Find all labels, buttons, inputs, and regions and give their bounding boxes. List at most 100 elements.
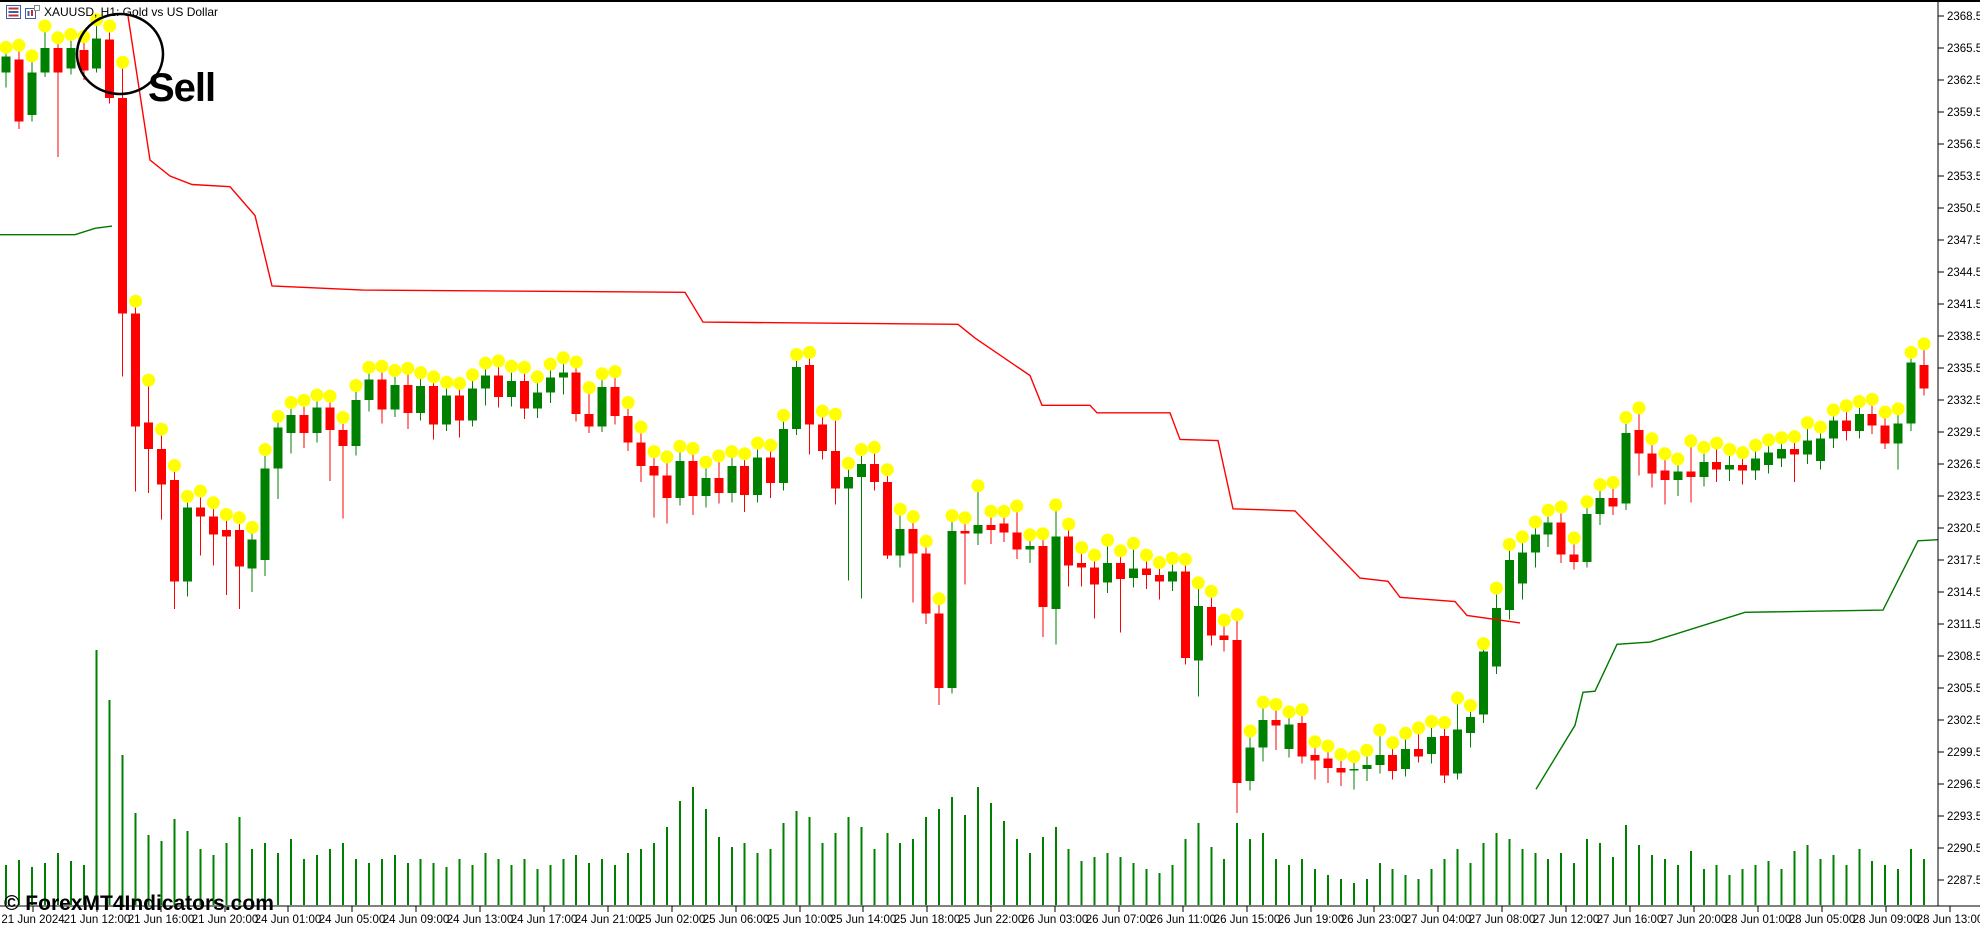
bear-candle-body bbox=[1232, 640, 1242, 783]
time-tick-label: 24 Jun 17:00 bbox=[511, 914, 578, 926]
signal-dot bbox=[530, 370, 544, 384]
signal-dot bbox=[1567, 531, 1581, 545]
signal-dot bbox=[1476, 637, 1490, 651]
bear-candle-body bbox=[299, 414, 309, 434]
bull-candle-body bbox=[1517, 552, 1527, 584]
bear-candle-body bbox=[221, 530, 231, 537]
volume-bar bbox=[1171, 865, 1174, 905]
volume-bar bbox=[821, 843, 824, 905]
volume-bar bbox=[1365, 879, 1368, 905]
bull-candle-body bbox=[1777, 449, 1787, 459]
signal-dot bbox=[1671, 452, 1685, 466]
bull-candle-body bbox=[1465, 716, 1475, 733]
bear-candle-body bbox=[571, 372, 581, 414]
indicator-list-icon[interactable] bbox=[6, 5, 21, 19]
signal-dot bbox=[142, 373, 156, 387]
bear-candle-body bbox=[493, 375, 503, 397]
volume-bar bbox=[316, 855, 319, 905]
volume-bar bbox=[938, 809, 941, 905]
signal-dot bbox=[103, 19, 117, 33]
signal-dot bbox=[738, 447, 752, 461]
price-tick-label: 2326.50 bbox=[1947, 459, 1980, 471]
volume-bar bbox=[847, 817, 850, 905]
volume-bar bbox=[1093, 857, 1096, 905]
signal-dot bbox=[1282, 705, 1296, 719]
signal-dot bbox=[362, 360, 376, 374]
bear-candle-body bbox=[208, 516, 218, 535]
signal-dot bbox=[427, 370, 441, 384]
volume-bar bbox=[341, 843, 344, 905]
signal-dot bbox=[1114, 544, 1128, 558]
bull-candle-body bbox=[1375, 755, 1385, 765]
bull-candle-body bbox=[545, 377, 555, 393]
volume-bar bbox=[95, 650, 98, 905]
bear-candle-body bbox=[1180, 571, 1190, 659]
time-tick-label: 26 Jun 23:00 bbox=[1341, 914, 1408, 926]
signal-dot bbox=[193, 484, 207, 498]
price-tick-label: 2341.50 bbox=[1947, 299, 1980, 311]
bear-candle-body bbox=[921, 553, 931, 614]
signal-dot bbox=[1800, 416, 1814, 430]
time-tick-label: 21 Jun 20:00 bbox=[192, 914, 259, 926]
price-scale-layer: 2368.50 2365.50 2362.50 2359.50 2356.50 2353.… bbox=[1938, 11, 1980, 887]
volume-bar bbox=[1158, 873, 1161, 905]
volume-bar bbox=[1728, 875, 1731, 905]
signal-dot bbox=[1243, 724, 1257, 738]
bull-candle-body bbox=[779, 428, 789, 484]
volume-bar bbox=[536, 869, 539, 905]
volume-bar bbox=[1715, 865, 1718, 905]
signal-dot bbox=[932, 592, 946, 606]
signal-dot bbox=[1165, 551, 1179, 565]
bull-candle-body bbox=[506, 380, 516, 397]
volume-bar bbox=[1080, 861, 1083, 905]
price-tick-label: 2365.50 bbox=[1947, 43, 1980, 55]
signal-dot bbox=[440, 375, 454, 389]
bear-candle-body bbox=[1012, 532, 1022, 550]
signal-dot bbox=[1710, 436, 1724, 450]
bull-candle-body bbox=[1167, 571, 1177, 582]
volume-bar bbox=[1599, 843, 1602, 905]
bear-candle-body bbox=[1841, 420, 1851, 431]
chart-title: XAUUSD, H1: Gold vs US Dollar bbox=[44, 5, 219, 19]
signal-dot bbox=[1127, 536, 1141, 550]
bear-candle-body bbox=[1712, 461, 1722, 470]
volume-bar bbox=[640, 849, 643, 905]
axes-layer bbox=[0, 0, 1980, 907]
bear-candle-body bbox=[157, 449, 167, 485]
volume-bar bbox=[1663, 859, 1666, 905]
bear-candle-body bbox=[1077, 563, 1087, 568]
bear-candle-body bbox=[1608, 498, 1618, 507]
bull-candle-body bbox=[1504, 560, 1514, 611]
bull-candle-body bbox=[390, 385, 400, 410]
chart-window-icon[interactable] bbox=[25, 5, 40, 19]
bear-candle-body bbox=[1154, 574, 1164, 582]
volume-bar bbox=[1339, 879, 1342, 905]
bear-candle-body bbox=[869, 464, 879, 483]
bull-candle-body bbox=[1427, 737, 1437, 755]
signal-dot bbox=[1451, 691, 1465, 705]
volume-bar bbox=[1443, 859, 1446, 905]
signal-dot bbox=[1217, 613, 1231, 627]
price-tick-label: 2296.50 bbox=[1947, 779, 1980, 791]
bear-candle-body bbox=[1634, 429, 1644, 454]
volume-bar bbox=[549, 865, 552, 905]
bear-candle-body bbox=[195, 507, 205, 517]
volume-bar bbox=[1132, 863, 1135, 905]
bear-candle-body bbox=[14, 59, 24, 122]
volume-bar bbox=[1897, 869, 1900, 905]
volume-bar bbox=[1236, 823, 1239, 905]
signal-dot bbox=[1658, 447, 1672, 461]
time-tick-label: 28 Jun 05:00 bbox=[1789, 914, 1856, 926]
bear-candle-body bbox=[1388, 755, 1398, 772]
signal-dot bbox=[803, 345, 817, 359]
volume-bar bbox=[782, 823, 785, 905]
volume-bar bbox=[1067, 849, 1070, 905]
time-tick-label: 27 Jun 04:00 bbox=[1405, 914, 1472, 926]
bull-candle-body bbox=[1543, 522, 1553, 535]
bull-candle-body bbox=[1025, 546, 1035, 550]
volume-bar bbox=[977, 787, 979, 905]
volume-bar bbox=[1145, 869, 1148, 905]
volume-bar bbox=[1871, 861, 1874, 905]
bear-candle-body bbox=[714, 477, 724, 493]
